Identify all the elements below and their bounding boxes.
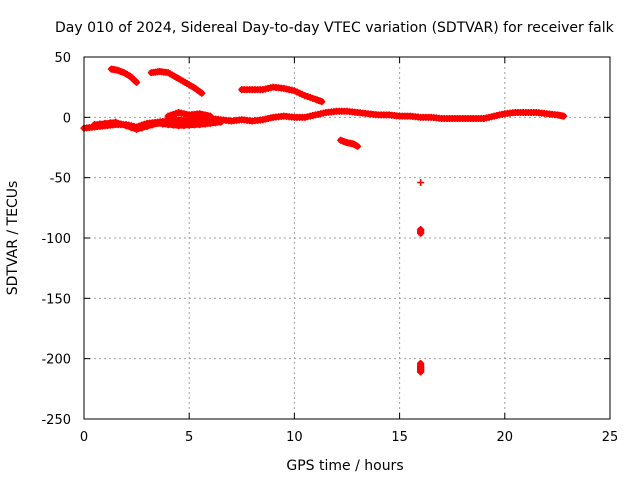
series-segment	[80, 107, 568, 132]
data-point	[417, 229, 425, 237]
x-axis-label: GPS time / hours	[286, 458, 403, 474]
series-sdtvar	[80, 65, 568, 376]
data-marks	[80, 65, 568, 376]
x-tick-label: 5	[185, 430, 193, 445]
x-tick-label: 0	[80, 430, 88, 445]
data-point	[133, 78, 141, 86]
data-point	[198, 89, 206, 97]
series-segment	[417, 226, 425, 237]
data-point	[148, 121, 156, 129]
data-point	[143, 122, 151, 130]
data-point	[112, 118, 120, 126]
series-segment	[147, 67, 206, 97]
chart-title: Day 010 of 2024, Sidereal Day-to-day VTE…	[55, 20, 615, 36]
y-axis-ticks: 50 0 -50 -100 -150 -200 -250	[41, 51, 610, 428]
data-point	[318, 98, 326, 106]
y-tick-label: -150	[41, 292, 71, 307]
series-segment	[164, 109, 214, 120]
y-axis-label: SDTVAR / TECUs	[5, 181, 21, 296]
series-segment	[417, 178, 425, 186]
series-segment	[337, 136, 362, 150]
series-segment	[238, 83, 326, 106]
data-point	[354, 142, 362, 150]
data-point	[560, 112, 568, 120]
y-tick-label: 0	[63, 111, 71, 126]
y-tick-label: -250	[41, 413, 71, 428]
x-axis-ticks: 0 5 10 15 20 25	[80, 57, 618, 445]
x-tick-label: 20	[497, 430, 514, 445]
y-tick-label: -200	[41, 353, 71, 368]
data-point	[117, 120, 125, 128]
x-tick-label: 25	[602, 430, 619, 445]
series-segment	[91, 118, 225, 133]
data-point	[417, 368, 425, 376]
data-point	[122, 122, 130, 130]
x-tick-label: 10	[286, 430, 303, 445]
x-tick-label: 15	[391, 430, 408, 445]
data-point	[138, 124, 146, 132]
y-tick-label: -50	[50, 172, 71, 187]
data-point	[206, 112, 214, 120]
data-point	[417, 178, 425, 186]
data-point	[127, 124, 135, 132]
series-segment	[417, 359, 425, 376]
data-point	[133, 125, 141, 133]
y-tick-label: -100	[41, 232, 71, 247]
series-segment	[107, 65, 141, 86]
y-tick-label: 50	[54, 51, 71, 66]
data-point	[217, 118, 225, 126]
